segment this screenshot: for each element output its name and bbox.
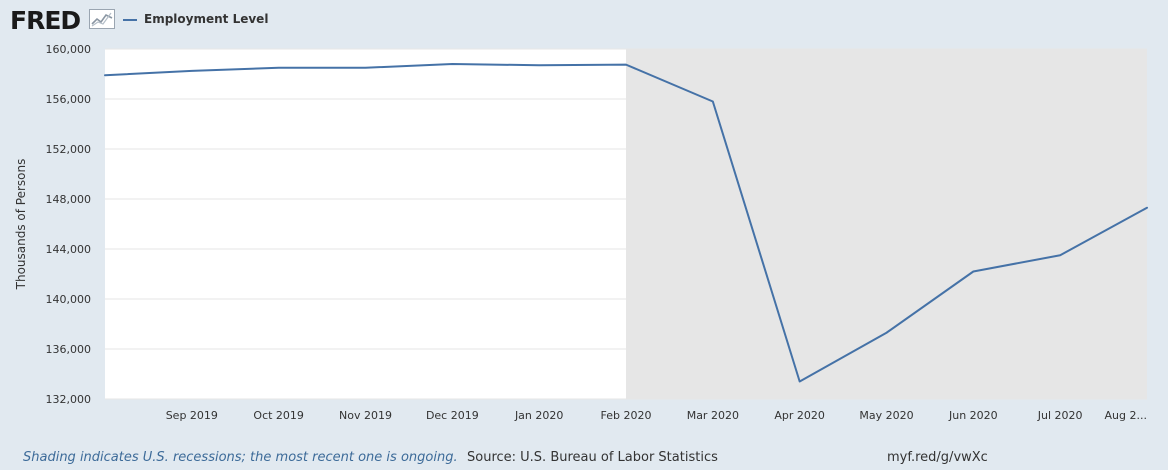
y-tick-label: 144,000: [46, 243, 92, 256]
x-tick-label: Nov 2019: [339, 409, 392, 422]
y-tick-label: 160,000: [46, 43, 92, 56]
x-tick-label: Oct 2019: [253, 409, 304, 422]
legend-label: Employment Level: [144, 12, 269, 26]
x-tick-label: Apr 2020: [774, 409, 825, 422]
y-tick-label: 132,000: [46, 393, 92, 406]
legend-swatch: [123, 19, 137, 21]
recession-shading: [626, 49, 1147, 399]
source-note: Source: U.S. Bureau of Labor Statistics: [467, 450, 718, 465]
chart-header: FRED Employment Level: [0, 0, 1168, 40]
data-point[interactable]: [535, 61, 543, 69]
y-tick-label: 148,000: [46, 193, 92, 206]
data-point[interactable]: [709, 98, 717, 106]
recession-shading-note: Shading indicates U.S. recessions; the m…: [23, 450, 458, 465]
data-point[interactable]: [969, 268, 977, 276]
data-point[interactable]: [362, 64, 370, 72]
x-tick-label: Dec 2019: [426, 409, 479, 422]
x-tick-label: Jan 2020: [514, 409, 563, 422]
data-point[interactable]: [883, 329, 891, 337]
y-axis-label: Thousands of Persons: [14, 159, 28, 291]
y-tick-label: 140,000: [46, 293, 92, 306]
series-line-employment-level[interactable]: [104, 63, 1148, 383]
x-tick-label: Jun 2020: [948, 409, 998, 422]
x-tick-label: Feb 2020: [601, 409, 652, 422]
employment-chart: 132,000 136,000 140,000 144,000 148,000 152,0…: [14, 43, 1151, 422]
y-tick-label: 156,000: [46, 93, 92, 106]
data-point[interactable]: [1056, 251, 1064, 259]
x-tick-label: Aug 2...: [1105, 409, 1147, 422]
fred-logo[interactable]: FRED: [10, 6, 81, 35]
x-tick-label: Sep 2019: [166, 409, 218, 422]
data-point[interactable]: [188, 67, 196, 75]
x-tick-label: Mar 2020: [687, 409, 739, 422]
data-point[interactable]: [101, 71, 109, 79]
chart-footer: Shading indicates U.S. recessions; the m…: [0, 450, 1168, 470]
short-url[interactable]: myf.red/g/vwXc: [887, 450, 988, 465]
data-point[interactable]: [1143, 204, 1151, 212]
data-point[interactable]: [622, 61, 630, 69]
data-point[interactable]: [448, 60, 456, 68]
x-tick-label: May 2020: [859, 409, 913, 422]
y-tick-label: 152,000: [46, 143, 92, 156]
data-point[interactable]: [796, 378, 804, 386]
y-tick-label: 136,000: [46, 343, 92, 356]
x-tick-label: Jul 2020: [1037, 409, 1083, 422]
line-graph-icon: [89, 9, 115, 29]
data-point[interactable]: [275, 64, 283, 72]
